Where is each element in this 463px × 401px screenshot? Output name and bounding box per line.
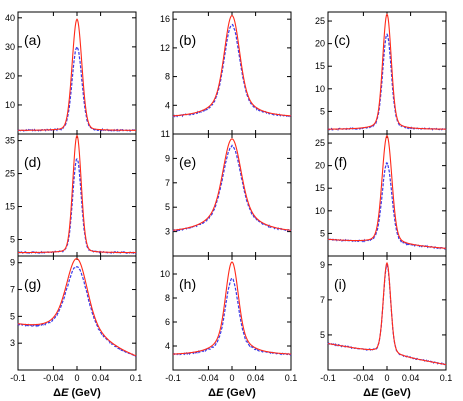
panel-frame-b xyxy=(172,11,292,135)
panel-label-a: (a) xyxy=(24,32,41,48)
panel-label-b: (b) xyxy=(179,32,196,48)
panel-frame-g xyxy=(17,255,137,371)
ytick-label-e: 5 xyxy=(165,202,170,212)
xtick-label: -0.04 xyxy=(43,373,64,383)
xtick-label: -0.1 xyxy=(320,373,336,383)
xtick-label: -0.1 xyxy=(165,373,181,383)
xtick-label: -0.1 xyxy=(10,373,26,383)
panel-frame-e xyxy=(172,133,292,257)
panel-frame-a xyxy=(17,11,137,135)
x-axis-title: ΔE (GeV) xyxy=(53,387,101,399)
xtick-label: -0.04 xyxy=(353,373,374,383)
ytick-label-e: 3 xyxy=(165,227,170,237)
ytick-label-f: 5 xyxy=(320,228,325,238)
ytick-label-d: 5 xyxy=(10,235,15,245)
ytick-label-c: 25 xyxy=(315,16,325,26)
xtick-label: 0.1 xyxy=(285,373,298,383)
ytick-label-f: 25 xyxy=(315,138,325,148)
panel-label-d: (d) xyxy=(24,154,41,170)
xtick-label: 0.1 xyxy=(440,373,453,383)
panel-label-f: (f) xyxy=(334,154,347,170)
xtick-label: 0.04 xyxy=(92,373,110,383)
ytick-label-e: 9 xyxy=(165,153,170,163)
data-series-a xyxy=(17,45,137,133)
xtick-label: 0.04 xyxy=(247,373,265,383)
ytick-label-h: 4 xyxy=(165,341,170,351)
ytick-label-b: 12 xyxy=(160,43,170,53)
panel-label-h: (h) xyxy=(179,276,196,292)
ytick-label-a: 10 xyxy=(5,100,15,110)
panel-label-e: (e) xyxy=(179,154,196,170)
ytick-label-c: 10 xyxy=(315,84,325,94)
ytick-label-b: 16 xyxy=(160,14,170,24)
ytick-label-a: 40 xyxy=(5,13,15,23)
ytick-label-i: 9 xyxy=(320,260,325,270)
panel-label-g: (g) xyxy=(24,276,41,292)
ytick-label-c: 15 xyxy=(315,61,325,71)
xtick-label: 0 xyxy=(229,373,234,383)
ytick-label-g: 7 xyxy=(10,285,15,295)
ytick-label-b: 8 xyxy=(165,72,170,82)
ytick-label-a: 20 xyxy=(5,71,15,81)
panel-label-i: (i) xyxy=(334,276,346,292)
ytick-label-d: 15 xyxy=(5,202,15,212)
data-series-c xyxy=(327,33,447,131)
model-series-c xyxy=(327,13,447,130)
ytick-label-g: 5 xyxy=(10,311,15,321)
panel-frame-i xyxy=(327,255,447,371)
model-series-b xyxy=(172,14,292,117)
xtick-label: 0.1 xyxy=(130,373,143,383)
ytick-label-h: 10 xyxy=(160,269,170,279)
ytick-label-c: 5 xyxy=(320,106,325,116)
xtick-label: 0 xyxy=(74,373,79,383)
panel-frame-d xyxy=(17,133,137,257)
ytick-label-g: 3 xyxy=(10,338,15,348)
xtick-label: 0 xyxy=(384,373,389,383)
ytick-label-b: 4 xyxy=(165,100,170,110)
data-series-d xyxy=(17,158,137,255)
x-axis-title: ΔE (GeV) xyxy=(208,387,256,399)
model-series-d xyxy=(17,134,137,254)
ytick-label-g: 9 xyxy=(10,258,15,268)
ytick-label-d: 25 xyxy=(5,169,15,179)
model-series-h xyxy=(172,261,292,355)
ytick-label-a: 30 xyxy=(5,42,15,52)
panel-frame-f xyxy=(327,133,447,257)
ytick-label-h: 6 xyxy=(165,317,170,327)
ytick-label-e: 11 xyxy=(161,129,170,139)
ytick-label-c: 20 xyxy=(315,39,325,49)
ytick-label-d: 35 xyxy=(5,136,15,146)
model-series-f xyxy=(327,134,447,249)
ytick-label-i: 5 xyxy=(320,330,325,340)
ytick-label-f: 20 xyxy=(315,161,325,171)
ytick-label-i: 7 xyxy=(320,295,325,305)
data-series-b xyxy=(172,23,292,118)
ytick-label-e: 7 xyxy=(165,178,170,188)
xtick-label: 0.04 xyxy=(402,373,420,383)
panel-frame-c xyxy=(327,11,447,135)
x-axis-title: ΔE (GeV) xyxy=(363,387,411,399)
model-series-i xyxy=(327,261,447,366)
xtick-label: -0.04 xyxy=(198,373,219,383)
model-series-a xyxy=(17,18,137,131)
ytick-label-f: 15 xyxy=(315,183,325,193)
ytick-label-h: 8 xyxy=(165,293,170,303)
ytick-label-f: 10 xyxy=(315,206,325,216)
model-series-g xyxy=(17,258,137,357)
data-series-g xyxy=(17,265,137,357)
panel-label-c: (c) xyxy=(334,32,350,48)
data-series-f xyxy=(327,161,447,250)
model-series-e xyxy=(172,138,292,231)
